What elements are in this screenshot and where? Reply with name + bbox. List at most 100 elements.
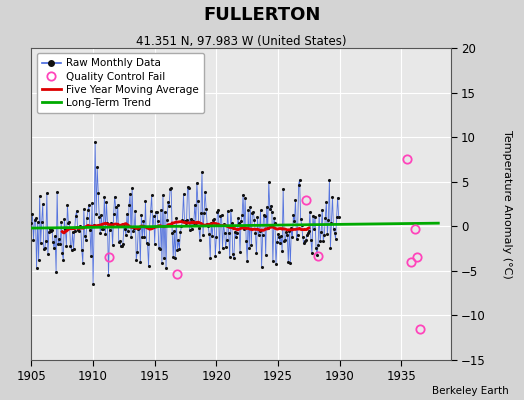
Point bbox=[286, 260, 294, 266]
Point bbox=[84, 207, 92, 214]
Point bbox=[66, 219, 74, 225]
Point bbox=[294, 181, 303, 188]
Point bbox=[87, 253, 95, 259]
Point bbox=[32, 265, 41, 272]
Point bbox=[82, 237, 90, 244]
Point bbox=[168, 230, 177, 236]
Point bbox=[176, 229, 184, 235]
Point bbox=[83, 215, 91, 222]
Point bbox=[255, 228, 264, 234]
Point bbox=[196, 236, 204, 243]
Point bbox=[180, 218, 189, 224]
Point bbox=[304, 228, 313, 234]
Point bbox=[60, 216, 69, 222]
Point bbox=[67, 242, 75, 249]
Point bbox=[127, 234, 135, 240]
Point bbox=[309, 212, 317, 219]
Point bbox=[221, 229, 229, 236]
Point bbox=[157, 207, 165, 213]
Point bbox=[161, 208, 169, 215]
Point bbox=[253, 214, 261, 220]
Point bbox=[261, 252, 270, 258]
Point bbox=[192, 220, 200, 226]
Point bbox=[102, 199, 111, 206]
Point bbox=[226, 207, 235, 213]
Point bbox=[308, 250, 316, 256]
Point bbox=[195, 225, 203, 231]
Point bbox=[154, 218, 162, 224]
Point bbox=[257, 264, 266, 270]
Point bbox=[104, 272, 113, 278]
Point bbox=[258, 232, 267, 238]
Point bbox=[72, 208, 81, 214]
Point bbox=[28, 211, 37, 218]
Point bbox=[216, 212, 225, 219]
Point bbox=[293, 232, 302, 238]
Point bbox=[316, 238, 324, 244]
Point bbox=[117, 243, 125, 249]
Point bbox=[175, 246, 183, 252]
Point bbox=[92, 211, 101, 218]
Point bbox=[238, 212, 246, 218]
Point bbox=[41, 238, 50, 244]
Point bbox=[53, 188, 61, 195]
Point bbox=[98, 226, 106, 232]
Point bbox=[37, 240, 45, 246]
Point bbox=[35, 257, 43, 264]
Point bbox=[183, 184, 192, 190]
Point bbox=[188, 226, 196, 232]
Point bbox=[326, 244, 335, 251]
Point bbox=[263, 204, 271, 210]
Point bbox=[111, 194, 119, 200]
Point bbox=[88, 200, 96, 207]
Point bbox=[217, 212, 226, 218]
Point bbox=[215, 248, 224, 255]
Point bbox=[244, 207, 253, 213]
Point bbox=[129, 228, 137, 234]
Point bbox=[145, 263, 153, 269]
Point bbox=[36, 192, 44, 199]
Point bbox=[312, 244, 320, 251]
Point bbox=[210, 216, 219, 222]
Point bbox=[190, 220, 198, 226]
Point bbox=[144, 241, 152, 248]
Point bbox=[74, 227, 83, 234]
Point bbox=[85, 202, 93, 208]
Point bbox=[97, 212, 105, 218]
Point bbox=[100, 193, 108, 200]
Point bbox=[237, 218, 245, 224]
Point bbox=[113, 220, 121, 227]
Point bbox=[136, 259, 145, 266]
Point bbox=[189, 218, 197, 224]
Point bbox=[219, 245, 227, 251]
Point bbox=[222, 244, 230, 250]
Point bbox=[283, 232, 291, 239]
Point bbox=[86, 227, 94, 233]
Point bbox=[235, 220, 243, 226]
Point bbox=[52, 268, 60, 275]
Point bbox=[79, 260, 87, 266]
Point bbox=[130, 225, 138, 232]
Point bbox=[61, 225, 70, 232]
Point bbox=[243, 258, 252, 264]
Point bbox=[103, 220, 112, 226]
Point bbox=[315, 212, 323, 218]
Point bbox=[101, 231, 110, 237]
Point bbox=[178, 217, 187, 223]
Point bbox=[152, 209, 161, 215]
Point bbox=[150, 240, 159, 247]
Point bbox=[241, 195, 249, 202]
Point bbox=[212, 234, 221, 240]
Point bbox=[172, 215, 180, 221]
Point bbox=[39, 201, 47, 207]
Point bbox=[302, 232, 311, 238]
Point bbox=[171, 255, 180, 261]
Point bbox=[307, 236, 315, 243]
Point bbox=[159, 192, 167, 198]
Point bbox=[124, 228, 132, 234]
Point bbox=[57, 218, 66, 225]
Point bbox=[333, 194, 342, 201]
Point bbox=[43, 251, 52, 257]
Point bbox=[62, 243, 71, 250]
Point bbox=[278, 248, 286, 254]
